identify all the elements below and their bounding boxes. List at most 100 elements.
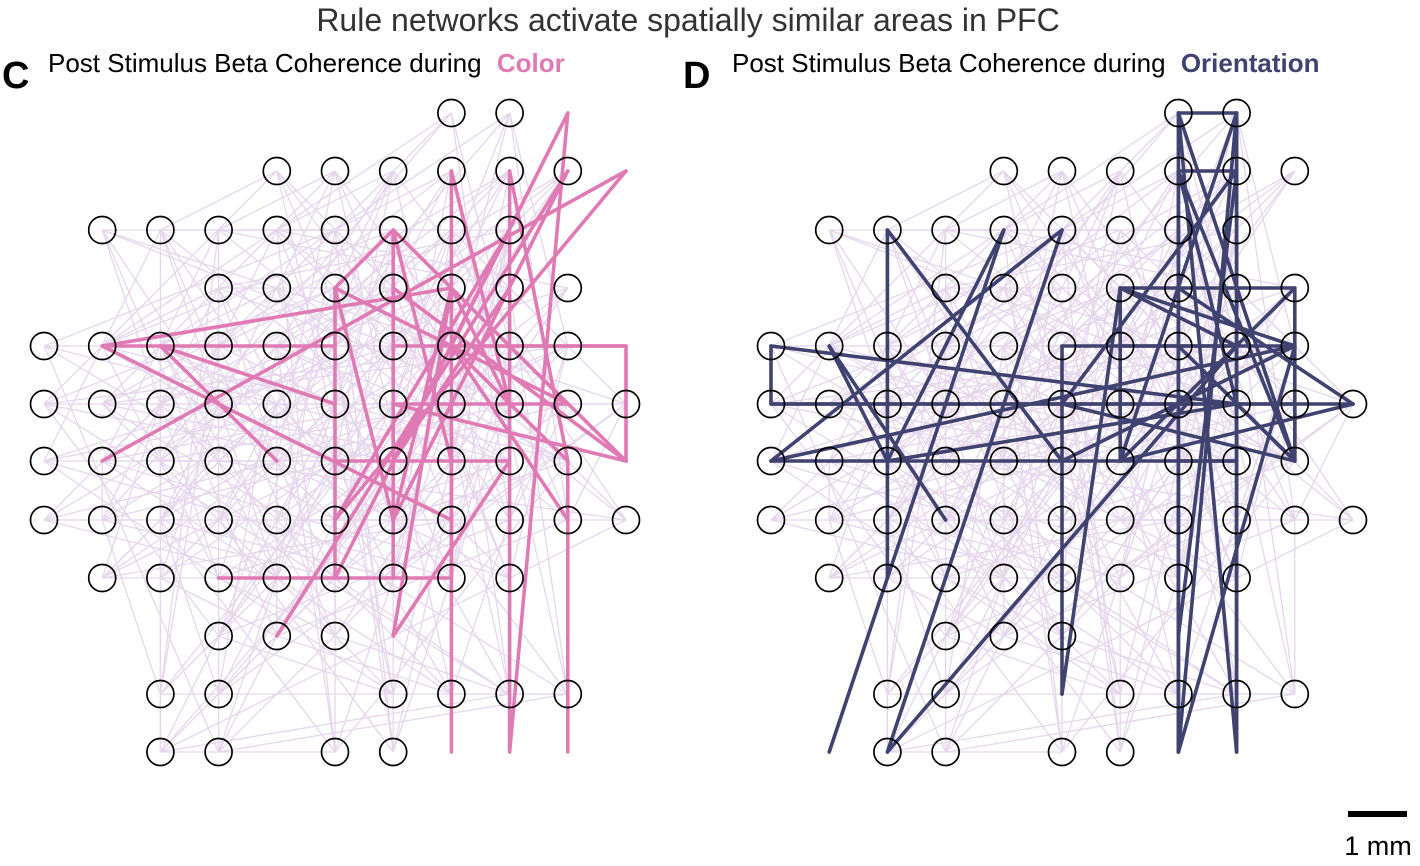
electrode-node — [262, 563, 292, 593]
coherence-edge — [391, 402, 628, 463]
panel-color: C Post Stimulus Beta Coherence during Co… — [2, 48, 641, 767]
electrode-node — [146, 215, 175, 245]
electrode-node — [873, 446, 902, 476]
electrode-node — [1164, 389, 1193, 419]
electrode-node — [204, 737, 233, 767]
electrode-node — [495, 331, 524, 361]
electrode-node — [378, 156, 408, 186]
coherence-edge — [827, 228, 1006, 754]
electrode-node — [146, 563, 175, 593]
electrode-node — [1105, 446, 1135, 476]
electrode-node — [1105, 737, 1135, 767]
electrode-node — [320, 621, 350, 651]
electrode-node — [1222, 389, 1251, 419]
scale-bar-label: 1 mm — [1344, 831, 1412, 861]
rule-label-orientation: Orientation — [1181, 48, 1320, 78]
coherence-edge — [391, 459, 512, 638]
electrode-node — [1105, 679, 1135, 709]
electrode-node — [931, 446, 960, 476]
electrode-node — [262, 446, 292, 476]
electrode-node — [931, 215, 960, 245]
figure-title: Rule networks activate spatially similar… — [316, 2, 1059, 38]
background-edge — [159, 519, 336, 753]
electrode-node — [1222, 215, 1251, 245]
electrode-node — [495, 446, 524, 476]
electrode-node — [437, 446, 466, 476]
electrode-node — [378, 563, 408, 593]
coherence-edge — [1118, 286, 1239, 348]
background-edge — [101, 287, 219, 347]
electrode-node — [1222, 679, 1251, 709]
background-edge — [276, 635, 452, 695]
electrode-node — [378, 215, 408, 245]
background-edge — [1119, 460, 1296, 695]
electrode-node — [29, 389, 59, 419]
electrode-node — [146, 679, 175, 709]
electrode-node — [204, 273, 233, 303]
electrode-node — [204, 389, 233, 419]
background-edge — [945, 635, 1121, 695]
coherence-edge — [827, 344, 890, 463]
electrode-node — [553, 446, 583, 476]
background-edge — [159, 577, 278, 695]
electrode-node — [931, 331, 960, 361]
electrode-node — [378, 737, 408, 767]
electrode-node — [1047, 446, 1077, 476]
electrode-node — [989, 446, 1019, 476]
electrode-node — [1222, 98, 1251, 128]
background-edge — [945, 170, 1063, 231]
electrode-node — [756, 331, 786, 361]
highlighted-edges — [100, 111, 628, 754]
electrode-node — [1280, 389, 1310, 419]
electrode-node — [756, 389, 786, 419]
electrode-node — [320, 505, 350, 535]
electrode-node — [611, 389, 641, 419]
electrode-node — [1164, 679, 1193, 709]
background-edge — [160, 287, 278, 347]
background-edge — [1061, 635, 1237, 695]
electrode-node — [146, 389, 175, 419]
coherence-edge — [1176, 344, 1297, 463]
background-edge — [217, 403, 278, 579]
electrode-node — [931, 621, 960, 651]
electrode-node — [1222, 563, 1251, 593]
electrode-node — [1164, 563, 1193, 593]
electrode-node — [1164, 273, 1193, 303]
electrode-node — [1047, 156, 1077, 186]
coherence-edge — [769, 344, 1239, 406]
electrode-node — [1105, 389, 1135, 419]
electrode-node — [204, 505, 233, 535]
background-edge — [887, 170, 1005, 231]
coherence-edge — [100, 169, 628, 463]
electrode-node — [989, 215, 1019, 245]
electrode-node — [262, 389, 292, 419]
electrode-node — [320, 737, 350, 767]
coherence-edge — [769, 344, 1297, 463]
electrode-node — [495, 389, 524, 419]
background-edge — [218, 635, 394, 695]
background-edge — [1003, 287, 1238, 695]
electrode-node — [378, 505, 408, 535]
electrode-node — [437, 679, 466, 709]
electrode-node — [814, 446, 844, 476]
background-edge — [887, 287, 1005, 347]
electrode-node — [1047, 737, 1077, 767]
background-edge — [945, 519, 1237, 637]
panel-title-orientation: Post Stimulus Beta Coherence during Orie… — [732, 48, 1319, 78]
electrode-node — [204, 331, 233, 361]
background-edge — [1061, 170, 1179, 231]
electrode-node — [262, 273, 292, 303]
electrode-node — [931, 505, 960, 535]
background-edge — [1003, 170, 1121, 231]
electrode-node — [378, 273, 408, 303]
panel-letter-c: C — [2, 55, 29, 97]
electrode-node — [873, 389, 902, 419]
scale-bar: 1 mm — [1344, 811, 1412, 861]
electrode-node — [320, 331, 350, 361]
electrode-node — [437, 156, 466, 186]
electrode-node — [320, 273, 350, 303]
electrode-node — [87, 389, 117, 419]
electrode-node — [1222, 156, 1251, 186]
electrode-node — [495, 215, 524, 245]
electrode-node — [1280, 273, 1310, 303]
